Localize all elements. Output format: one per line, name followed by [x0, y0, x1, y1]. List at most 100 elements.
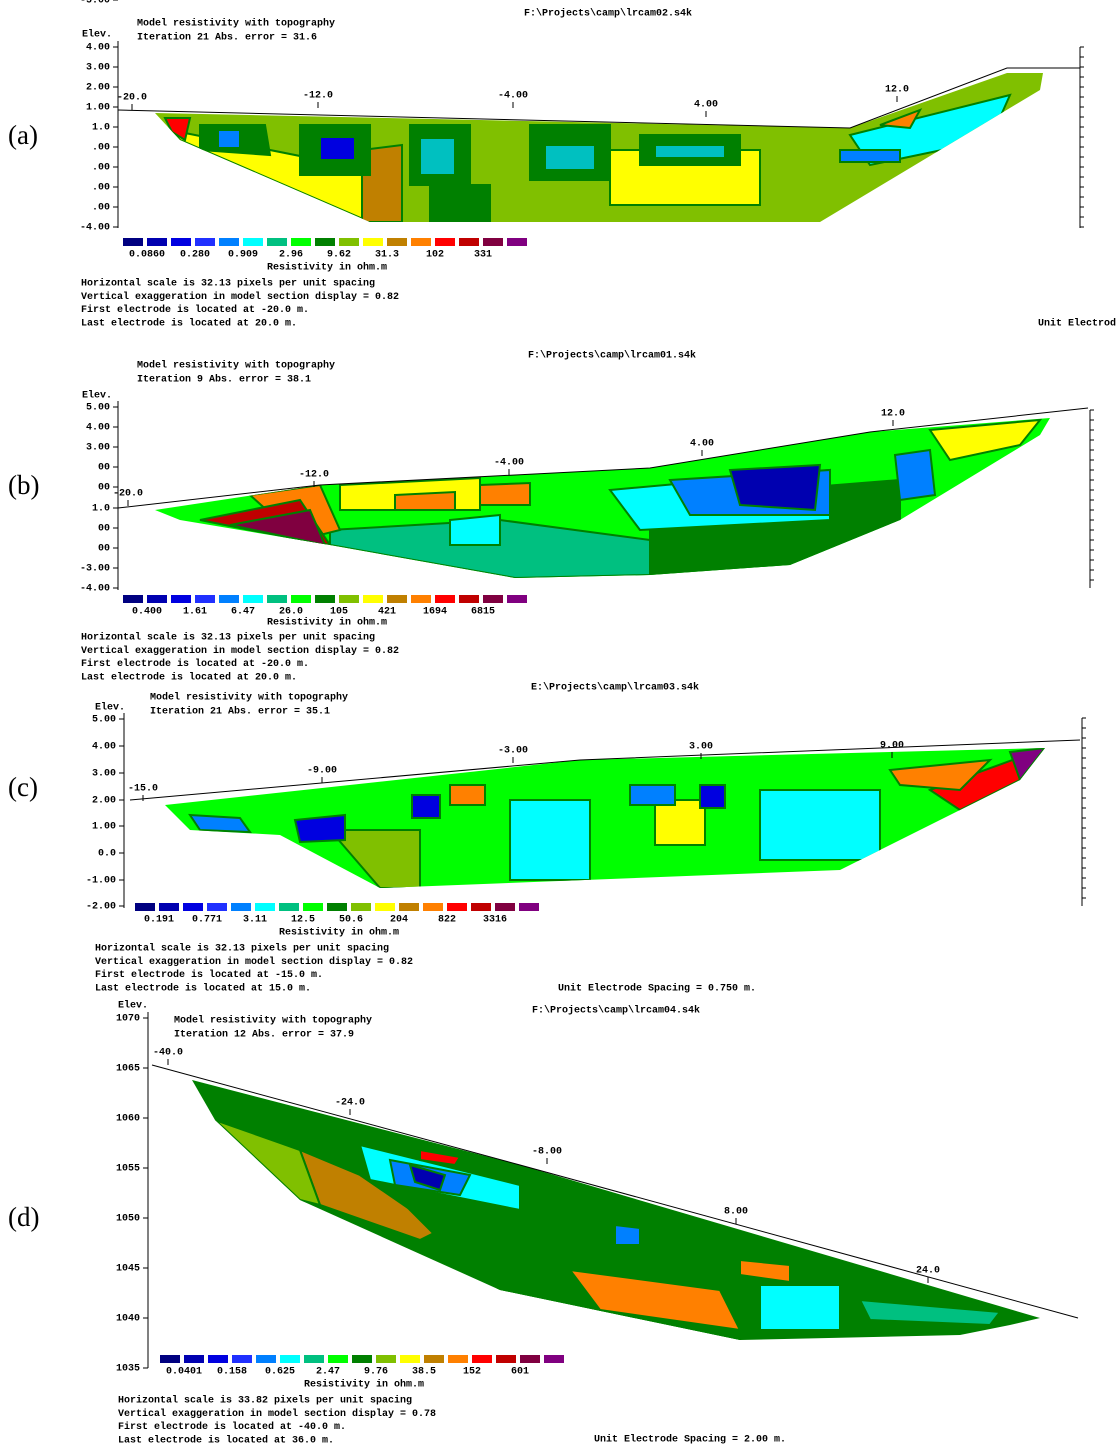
note: First electrode is located at -20.0 m. [81, 658, 309, 670]
color-swatch [423, 903, 443, 911]
x-tick-label: -4.00 [498, 91, 528, 102]
resistivity-zone [654, 144, 726, 159]
resistivity-zone [614, 1223, 641, 1246]
note: Last electrode is located at 15.0 m. [95, 983, 311, 995]
note: Horizontal scale is 32.13 pixels per uni… [95, 943, 389, 955]
color-swatch [195, 238, 215, 246]
note: First electrode is located at -15.0 m. [95, 969, 323, 981]
color-swatch [184, 1355, 204, 1363]
resistivity-zone [188, 813, 253, 834]
elev-tick-label: 1040 [116, 1314, 140, 1325]
elev-tick-label: 2.00 [86, 83, 110, 94]
scale-label: 12.5 [291, 915, 315, 926]
section-blobs [199, 418, 1043, 578]
panel-label: (a) [8, 120, 38, 150]
x-tick-label: -24.0 [335, 1098, 365, 1109]
color-swatch [280, 1355, 300, 1363]
color-swatch [135, 903, 155, 911]
color-swatch [447, 903, 467, 911]
scale-label: 0.909 [228, 250, 258, 261]
elev-tick-label: -2.00 [86, 902, 116, 913]
elev-tick-label: 1.0 [92, 504, 110, 515]
color-swatch [351, 903, 371, 911]
elev-tick-label: 4.00 [92, 742, 116, 753]
resistivity-zone [319, 136, 356, 161]
panel: (b) Model resistivity with topography Iter… [8, 350, 1094, 684]
color-swatch [328, 1355, 348, 1363]
elev-tick-label: 4.00 [86, 43, 110, 54]
section-blobs [163, 93, 1012, 222]
color-swatch [411, 238, 431, 246]
elev-tick-label: 1065 [116, 1064, 140, 1075]
color-swatch [208, 1355, 228, 1363]
scale-title: Resistivity in ohm.m [304, 1379, 424, 1391]
panel: (a) Model resistivity with topography Iter… [8, 0, 1116, 330]
model-title: Model resistivity with topography [150, 692, 348, 704]
iteration: Iteration 9 Abs. error = 38.1 [137, 374, 311, 386]
scale-label: 38.5 [412, 1367, 436, 1378]
color-swatch [171, 238, 191, 246]
scale-label: 152 [463, 1367, 481, 1378]
note: First electrode is located at -20.0 m. [81, 304, 309, 316]
scale-label: 822 [438, 915, 456, 926]
topography [151, 1064, 1079, 1319]
elev-tick-label: 1.00 [86, 103, 110, 114]
resistivity-zone [479, 481, 531, 506]
elev-tick-label: 2.00 [92, 796, 116, 807]
color-swatch [195, 595, 215, 603]
resistivity-zone [759, 1284, 841, 1331]
elev-tick-label: .00 [92, 143, 110, 154]
scale-label: 6.47 [231, 607, 255, 618]
topography [117, 67, 1080, 129]
scale-label: 26.0 [279, 607, 303, 618]
elev-label: Elev. [82, 29, 112, 41]
file-name: F:\Projects\camp\lrcam04.s4k [532, 1005, 700, 1017]
color-swatch [400, 1355, 420, 1363]
topography [117, 407, 1089, 509]
elev-label: Elev. [118, 1000, 148, 1012]
scale-label: 1.61 [183, 607, 207, 618]
elev-tick-label: -5.00 [80, 0, 110, 7]
color-swatch [267, 238, 287, 246]
elev-tick-label: 1060 [116, 1114, 140, 1125]
elev-tick-label: 00 [98, 524, 110, 535]
scale-label: 0.625 [265, 1367, 295, 1378]
topography [129, 739, 1081, 801]
elev-tick-label: .00 [92, 183, 110, 194]
resistivity-zone [327, 829, 421, 888]
elev-tick-label: 1050 [116, 1214, 140, 1225]
resistivity-zone [759, 789, 881, 861]
resistivity-zone [411, 794, 441, 819]
electrode-spacing: Unit Electrode Spacing = 2.00 m. [594, 1434, 786, 1446]
scale-label: 9.76 [364, 1367, 388, 1378]
note: Vertical exaggeration in model section d… [81, 645, 399, 657]
resistivity-zone [567, 1268, 742, 1332]
elev-tick-label: 5.00 [86, 403, 110, 414]
color-swatch [519, 903, 539, 911]
panel: (c) Model resistivity with topography Iter… [8, 682, 1086, 995]
color-swatch [352, 1355, 372, 1363]
section-blobs [188, 748, 1045, 888]
color-swatch [123, 238, 143, 246]
color-swatch [483, 238, 503, 246]
file-name: E:\Projects\camp\lrcam03.s4k [531, 682, 699, 694]
resistivity-zone [1008, 748, 1045, 783]
x-tick-label: -20.0 [117, 93, 147, 104]
scale-label: 102 [426, 250, 444, 261]
note: Horizontal scale is 33.82 pixels per uni… [118, 1395, 412, 1407]
electrode-spacing: Unit Electrod [1038, 318, 1116, 330]
scale-title: Resistivity in ohm.m [279, 927, 399, 939]
color-swatch [424, 1355, 444, 1363]
note: Vertical exaggeration in model section d… [95, 956, 413, 968]
color-swatch [435, 595, 455, 603]
elev-tick-label: 3.00 [86, 443, 110, 454]
scale-label: 31.3 [375, 250, 399, 261]
x-tick-label: -15.0 [128, 784, 158, 795]
resistivity-zone [654, 799, 706, 846]
scale-label: 0.400 [132, 607, 162, 618]
note: Horizontal scale is 32.13 pixels per uni… [81, 632, 375, 644]
color-swatch [520, 1355, 540, 1363]
note: Last electrode is located at 20.0 m. [81, 318, 297, 330]
color-swatch [376, 1355, 396, 1363]
